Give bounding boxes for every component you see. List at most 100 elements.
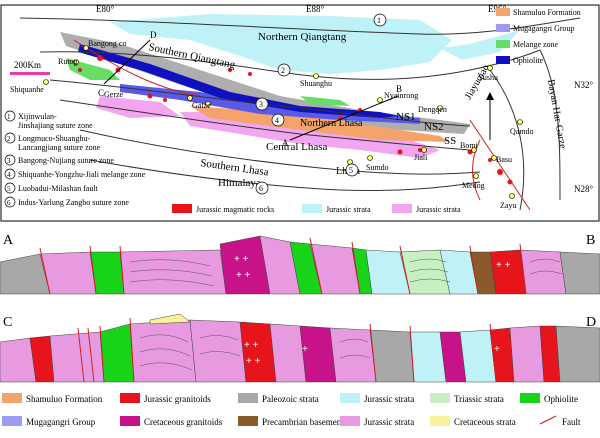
place-jiali: Jiali	[414, 153, 428, 162]
place-bomi: Bomi	[460, 141, 479, 150]
svg-text:Xijinwulan-: Xijinwulan-	[18, 112, 57, 121]
section-ab: A B + + + + + +	[0, 233, 600, 295]
svg-text:Jurassic granitoids: Jurassic granitoids	[144, 394, 211, 404]
terrane-boundaries	[19, 17, 581, 211]
geologic-map: E80° E88° E96° N32° N28° 200Km Northern …	[0, 4, 600, 222]
svg-text:Indus-Yarlung Zangbo suture zo: Indus-Yarlung Zangbo suture zone	[18, 198, 129, 207]
section-ab-left-label: A	[3, 233, 14, 248]
section-cd-folds	[139, 334, 371, 371]
melange-band-2	[300, 96, 350, 106]
suture-markers-on-map	[255, 13, 387, 195]
place-markers	[43, 45, 523, 199]
svg-text:4: 4	[275, 116, 279, 125]
section-legend: Shamuluo Formation Jurassic granitoids P…	[2, 393, 581, 427]
section-ab-folds	[129, 258, 563, 287]
svg-text:Jurassic strata: Jurassic strata	[364, 417, 414, 427]
svg-text:Jurassic strata: Jurassic strata	[416, 205, 461, 214]
zone-ns2: NS2	[424, 121, 444, 133]
svg-text:Triassic strata: Triassic strata	[454, 394, 504, 404]
suture-marker-numbers: 1 2 3 4 5 6	[259, 16, 381, 193]
place-basu: Basu	[496, 155, 512, 164]
place-nyainrong: Nyainrong	[384, 91, 418, 100]
svg-text:Luobadui-Milashan fault: Luobadui-Milashan fault	[18, 184, 99, 193]
svg-text:6: 6	[7, 199, 11, 207]
place-rutog: Rutog	[58, 57, 78, 66]
section-ab-right-label: B	[586, 233, 595, 248]
place-shuanghu: Shuanghu	[300, 79, 332, 88]
svg-text:4: 4	[7, 171, 11, 179]
svg-text:Mugagangri Group: Mugagangri Group	[513, 24, 575, 33]
place-bangong-co: Bangong co	[88, 39, 126, 48]
red-faults	[73, 39, 531, 211]
svg-text:Jurassic magmatic rocks: Jurassic magmatic rocks	[196, 205, 274, 214]
svg-text:Cretaceous granitoids: Cretaceous granitoids	[144, 417, 223, 427]
lon-e88: E88°	[306, 4, 324, 14]
zone-ss: SS	[444, 135, 456, 147]
svg-text:Ophiolite: Ophiolite	[513, 56, 544, 65]
grey-band	[60, 32, 470, 134]
legend-row-2: Mugagangri Group Cretaceous granitoids P…	[2, 415, 581, 427]
jurassic-strata-cyan-area	[110, 14, 452, 74]
section-cd: C D + + + + + +	[0, 313, 600, 383]
jurassic-strata-pink-area-2	[96, 96, 180, 118]
svg-text:Cretaceous strata: Cretaceous strata	[454, 417, 516, 427]
svg-text:Lancangjiang suture zone: Lancangjiang suture zone	[18, 143, 101, 152]
jurassic-strata-cyan-area-2	[440, 30, 520, 60]
svg-text:Shiquanhe-Yongzhu-Jiali melang: Shiquanhe-Yongzhu-Jiali melange zone	[18, 170, 146, 179]
place-medog: Medog	[462, 181, 485, 190]
svg-text:Jurassic strata: Jurassic strata	[326, 205, 371, 214]
svg-text:Shamuluo Formation: Shamuluo Formation	[513, 8, 581, 17]
svg-text:+ +: + +	[234, 254, 249, 265]
svg-text:+ +: + +	[496, 260, 511, 271]
lat-n28: N28°	[574, 184, 593, 194]
map-legend-right: Shamuluo Formation Mugagangri Group Mela…	[496, 8, 581, 65]
svg-text:3: 3	[7, 157, 11, 165]
profile-point-b: B	[396, 84, 402, 94]
svg-text:+: +	[302, 344, 308, 355]
svg-text:Melange zone: Melange zone	[513, 40, 559, 49]
place-dengqen: Dengqen	[418, 105, 447, 114]
section-ab-faults	[39, 237, 527, 295]
label-northern-qiangtang: Northern Qiangtang	[258, 31, 347, 43]
svg-text:+ +: + +	[246, 356, 261, 367]
svg-text:Bangong-Nujiang suture zone: Bangong-Nujiang suture zone	[18, 156, 114, 165]
svg-text:Jurassic strata: Jurassic strata	[364, 394, 414, 404]
svg-text:3: 3	[259, 100, 263, 109]
scale-label: 200Km	[14, 60, 41, 70]
svg-text:+: +	[494, 344, 500, 355]
profile-point-c: C	[98, 88, 104, 98]
svg-text:Longmuco-Shuanghu-: Longmuco-Shuanghu-	[18, 134, 90, 143]
profile-point-a: A	[282, 138, 289, 148]
map-legend-bottom: Jurassic magmatic rocks Jurassic strata …	[172, 204, 461, 214]
scale-bar	[10, 72, 50, 75]
svg-text:Ophiolite: Ophiolite	[544, 394, 578, 404]
granitoid-crosses-cd: + + + + + +	[244, 340, 500, 367]
section-cd-faults	[77, 317, 497, 383]
svg-text:2: 2	[7, 135, 11, 143]
place-gerze: Gerze	[104, 90, 124, 99]
place-gaize: Gaize	[192, 101, 211, 110]
label-himalaya: Himalaya	[218, 177, 261, 189]
svg-text:Jinshajiang suture zone: Jinshajiang suture zone	[18, 121, 93, 130]
profile-point-d: D	[150, 30, 157, 40]
shamuluo-band	[190, 106, 448, 142]
melange-band	[66, 58, 120, 80]
lat-n32: N32°	[574, 80, 593, 90]
lon-e80: E80°	[96, 4, 114, 14]
legend-row-1: Shamuluo Formation Jurassic granitoids P…	[2, 393, 578, 404]
svg-text:Fault: Fault	[562, 417, 581, 427]
profile-line-cd	[103, 39, 151, 85]
zone-ns1: NS1	[396, 111, 416, 123]
place-qamdo: Qamdo	[510, 127, 534, 136]
section-cd-right-label: D	[586, 315, 596, 330]
label-central-lhasa: Central Lhasa	[266, 141, 328, 153]
place-yushu: Yushu	[478, 73, 498, 82]
profile-line-ab	[289, 95, 399, 141]
svg-text:Paleozoic strata: Paleozoic strata	[262, 394, 319, 404]
svg-text:Precambrian basement: Precambrian basement	[262, 417, 344, 427]
label-northern-lhasa: Northern Lhasa	[300, 118, 363, 129]
svg-text:Mugagangri Group: Mugagangri Group	[26, 417, 96, 427]
svg-text:Shamuluo Formation: Shamuluo Formation	[26, 394, 103, 404]
svg-text:1: 1	[7, 113, 11, 121]
place-sumdo: Sumdo	[366, 163, 389, 172]
